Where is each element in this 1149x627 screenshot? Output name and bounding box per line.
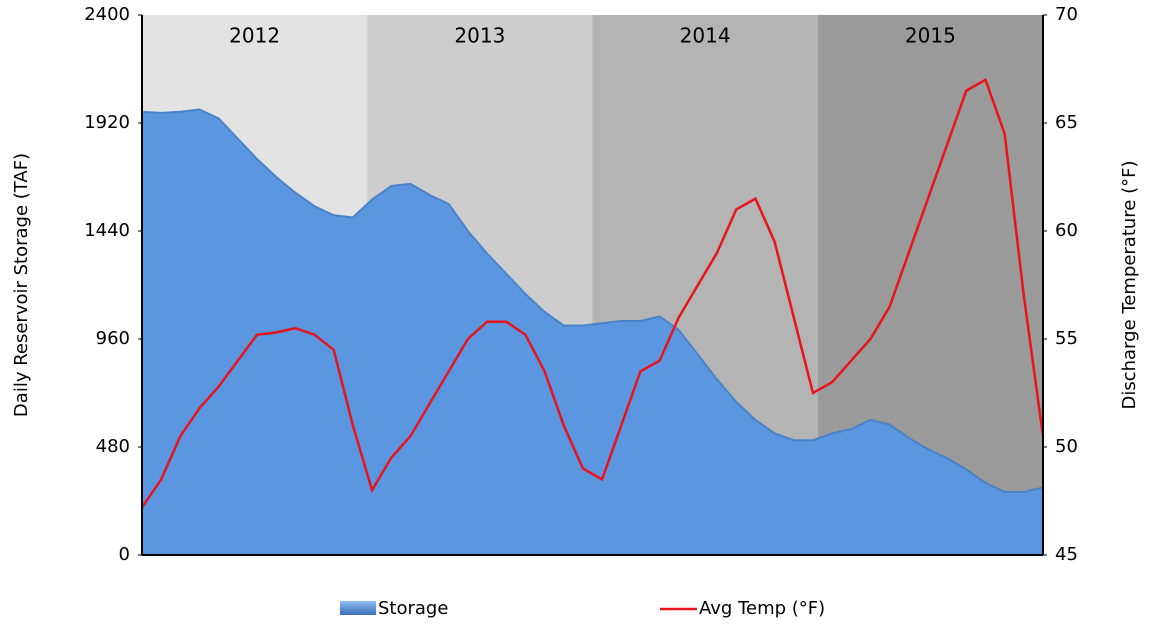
y2-tick-label: 55	[1055, 328, 1078, 349]
y2-axis-title: Discharge Temperature (°F)	[1119, 160, 1140, 409]
y-tick-label: 0	[119, 544, 130, 565]
y2-tick-label: 50	[1055, 436, 1078, 457]
y2-tick-label: 45	[1055, 544, 1078, 565]
y2-tick-label: 60	[1055, 220, 1078, 241]
y-axis-title: Daily Reservoir Storage (TAF)	[11, 153, 32, 417]
legend-swatch	[340, 601, 376, 615]
y-tick-label: 1440	[84, 220, 130, 241]
y-tick-label: 960	[96, 328, 130, 349]
year-label: 2014	[680, 24, 731, 48]
year-label: 2012	[229, 24, 280, 48]
temp-line	[140, 77, 1045, 509]
y-tick-label: 480	[96, 436, 130, 457]
year-label: 2015	[905, 24, 956, 48]
storage-area	[141, 108, 1044, 556]
legend-label: Avg Temp (°F)	[699, 598, 825, 619]
y-tick-label: 1920	[84, 112, 130, 133]
y2-tick-label: 65	[1055, 112, 1078, 133]
y-tick-label: 2400	[84, 4, 130, 25]
year-label: 2013	[454, 24, 505, 48]
legend-label: Storage	[378, 598, 448, 619]
y2-tick-label: 70	[1055, 4, 1078, 25]
